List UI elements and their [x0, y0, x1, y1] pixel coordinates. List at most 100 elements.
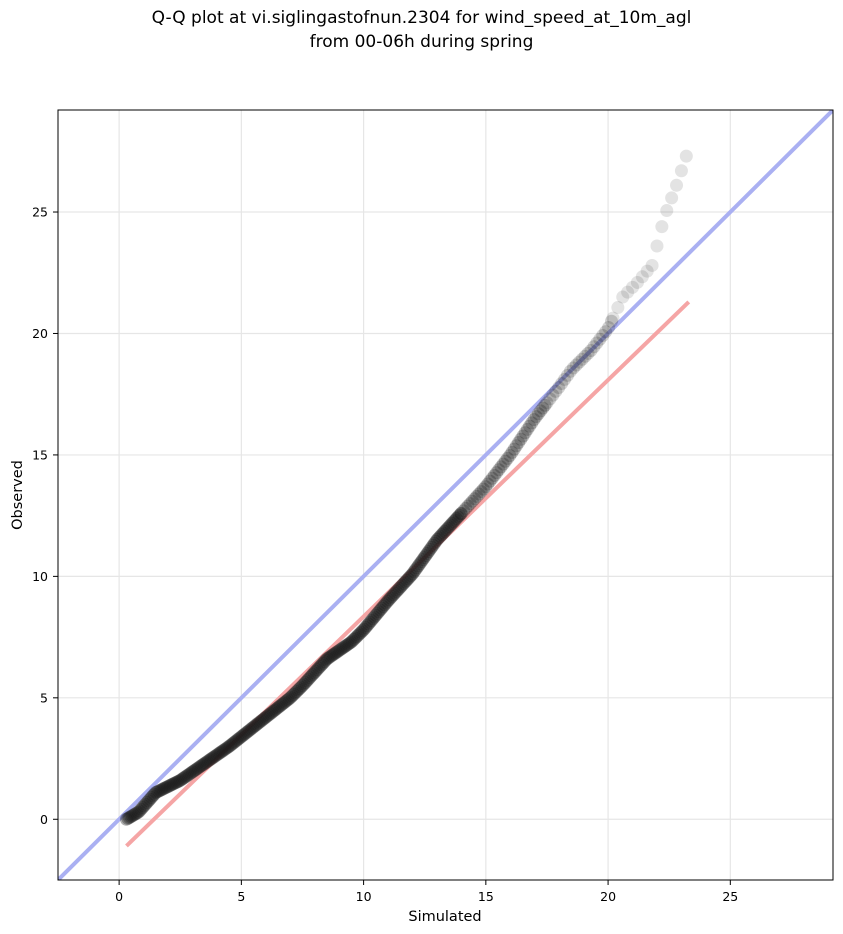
qq-point: [385, 589, 399, 603]
qq-point: [131, 805, 145, 819]
qq-point: [503, 449, 517, 463]
qq-point: [408, 563, 422, 577]
qq-point: [366, 612, 380, 626]
qq-point: [169, 775, 183, 789]
qq-point: [350, 630, 364, 644]
qq-point: [395, 578, 409, 592]
qq-point: [276, 696, 290, 710]
qq-point: [158, 781, 172, 795]
qq-point: [159, 780, 173, 794]
qq-point: [288, 686, 302, 700]
qq-point: [174, 773, 188, 787]
qq-point: [379, 596, 393, 610]
qq-point: [215, 745, 229, 759]
qq-point: [266, 704, 280, 718]
qq-point: [155, 783, 169, 797]
qq-point: [465, 494, 479, 508]
qq-point: [472, 487, 486, 501]
qq-point: [353, 627, 367, 641]
qq-point: [222, 739, 236, 753]
qq-point: [121, 811, 135, 825]
qq-point: [447, 515, 461, 529]
qq-point: [216, 743, 230, 757]
qq-point: [303, 671, 317, 685]
qq-point: [212, 747, 226, 761]
qq-point: [441, 521, 455, 535]
qq-point: [202, 754, 216, 768]
qq-point: [335, 641, 349, 655]
qq-point: [181, 768, 195, 782]
qq-point: [127, 808, 141, 822]
qq-point: [134, 802, 148, 816]
qq-point: [558, 372, 572, 386]
qq-point: [287, 687, 301, 701]
qq-point: [334, 642, 348, 656]
qq-point: [587, 340, 601, 354]
qq-point: [605, 314, 619, 328]
qq-point: [322, 651, 336, 665]
qq-point: [262, 708, 276, 722]
y-tick-label: 15: [32, 447, 48, 462]
qq-point: [501, 451, 515, 465]
qq-point: [383, 591, 397, 605]
qq-point: [136, 801, 150, 815]
y-axis-label: Observed: [10, 460, 26, 530]
qq-point: [165, 778, 179, 792]
qq-point: [184, 766, 198, 780]
qq-point: [153, 783, 167, 797]
qq-point: [156, 782, 170, 796]
qq-point: [256, 713, 270, 727]
qq-point: [147, 787, 161, 801]
chart-title-line-2: from 00-06h during spring: [309, 32, 534, 52]
x-tick-label: 25: [722, 889, 738, 904]
qq-point: [523, 419, 537, 433]
qq-point: [543, 392, 557, 406]
qq-point: [190, 762, 204, 776]
x-axis-label: Simulated: [408, 909, 481, 925]
qq-point: [128, 807, 142, 821]
qq-point: [611, 301, 625, 315]
qq-point: [369, 608, 383, 622]
qq-point: [512, 436, 526, 450]
qq-point: [298, 675, 312, 689]
qq-point: [640, 264, 654, 278]
qq-point: [246, 721, 260, 735]
qq-point: [490, 466, 504, 480]
qq-point: [310, 663, 324, 677]
qq-point: [237, 728, 251, 742]
qq-point: [403, 570, 417, 584]
qq-point: [332, 643, 346, 657]
qq-point: [498, 454, 512, 468]
qq-point: [295, 679, 309, 693]
qq-point: [140, 796, 154, 810]
qq-point: [400, 573, 414, 587]
x-tick-label: 15: [478, 889, 494, 904]
qq-point: [454, 506, 468, 520]
qq-point: [602, 321, 616, 335]
qq-point: [185, 765, 199, 779]
qq-point: [507, 442, 521, 456]
qq-point: [630, 275, 644, 289]
qq-point: [143, 792, 157, 806]
qq-point: [240, 725, 254, 739]
qq-point: [247, 720, 261, 734]
qq-point: [345, 634, 359, 648]
qq-point: [419, 549, 433, 563]
qq-point: [203, 753, 217, 767]
qq-point: [459, 501, 473, 515]
qq-point: [191, 761, 205, 775]
qq-point: [645, 258, 659, 272]
qq-point: [367, 610, 381, 624]
qq-point: [534, 404, 548, 418]
qq-point: [177, 771, 191, 785]
qq-point: [133, 804, 147, 818]
qq-point: [337, 640, 351, 654]
y-tick-label: 5: [40, 690, 48, 705]
y-tick-label: 0: [40, 812, 48, 827]
qq-point: [525, 416, 539, 430]
grid-lines: [58, 110, 833, 880]
qq-point: [119, 812, 133, 826]
qq-point: [219, 741, 233, 755]
qq-point: [253, 715, 267, 729]
